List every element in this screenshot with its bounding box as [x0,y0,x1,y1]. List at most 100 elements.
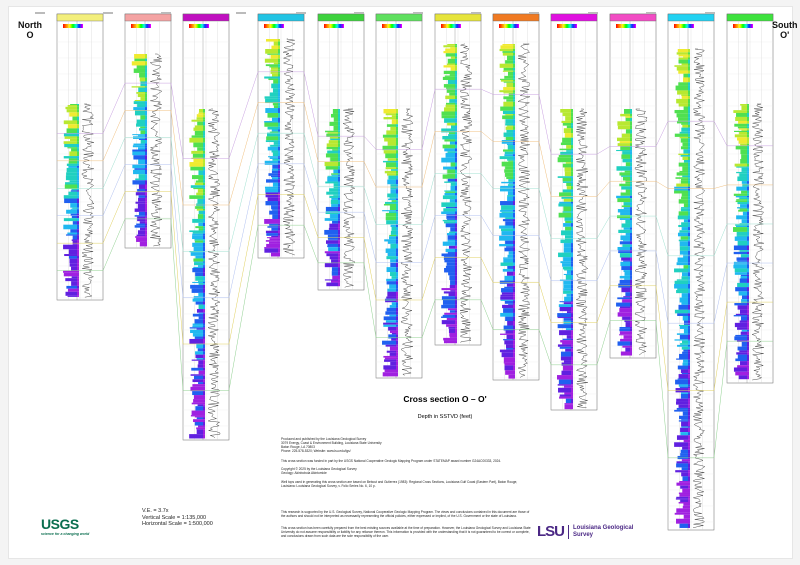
lithology-fill [734,336,747,341]
lithology-fill [271,227,278,231]
lithology-fill [504,363,513,366]
lithology-fill [385,344,396,347]
lithology-fill [503,339,513,341]
lithology-fill [385,162,396,168]
lithology-fill [330,214,338,219]
lithology-fill [447,169,455,175]
lithology-fill [442,174,455,179]
usgs-logo: USGS science for a changing world [41,516,90,536]
lithology-fill [617,143,630,146]
lithology-fill [194,422,203,426]
lithology-fill [740,104,747,106]
lithology-fill [134,208,145,212]
lithology-fill [196,427,203,430]
lithology-fill [736,257,747,261]
lithology-fill [264,76,278,79]
lithology-fill [676,407,688,410]
lithology-fill [271,206,278,210]
well-header [434,13,482,22]
lithology-fill [69,263,77,267]
lithology-fill [619,253,630,258]
lithology-fill [66,209,77,214]
lithology-fill [504,154,513,157]
lithology-fill [680,138,688,143]
lithology-fill [675,498,688,500]
lithology-fill [500,333,513,335]
lithology-fill [449,141,455,145]
lithology-fill [676,463,688,468]
lithology-fill [561,196,571,199]
lithology-fill [617,312,630,317]
lithology-fill [269,157,278,159]
lithology-fill [138,159,145,165]
lithology-fill [681,63,688,66]
lithology-fill [387,141,396,146]
lithology-fill [564,296,571,302]
lithology-fill [269,66,278,68]
lithology-fill [738,140,747,144]
lithology-fill [561,362,571,366]
gamma-color-scale [441,24,461,28]
lithology-fill [138,138,145,140]
lithology-fill [389,197,396,199]
lithology-fill [71,148,77,152]
lithology-fill [620,261,630,267]
lithology-fill [563,318,571,321]
lithology-fill [564,171,571,177]
well-id-label [161,12,171,14]
lithology-fill [682,175,688,178]
lithology-fill [324,229,338,235]
lithology-fill [681,272,688,277]
lithology-fill [71,266,77,271]
lithology-fill [192,391,203,396]
lithology-fill [190,284,203,289]
lithology-fill [64,254,77,257]
lithology-fill [190,386,203,392]
lithology-fill [504,247,513,252]
lithology-fill [563,288,571,291]
lithology-fill [674,512,688,515]
lithology-fill [265,64,278,67]
lithology-fill [501,292,513,295]
disclaimer-support: This research is supported by the U.S. G… [281,510,530,518]
lithology-fill [560,340,571,343]
well-log-3 [161,12,230,441]
lithology-fill [679,523,688,528]
lithology-fill [391,226,396,231]
lithology-fill [503,81,513,83]
lithology-fill [64,136,77,139]
source-note: Well tops used in generating this cross … [281,480,518,488]
lithology-fill [736,215,747,220]
lithology-fill [271,45,278,50]
lithology-fill [267,112,278,118]
lithology-fill [741,299,747,304]
lithology-fill [681,346,688,350]
lithology-fill [273,142,278,145]
lithology-fill [500,187,513,192]
lithology-fill [389,284,396,289]
lithology-fill [733,251,747,255]
lithology-fill [67,147,77,149]
lithology-fill [450,67,455,71]
lithology-fill [735,287,747,292]
lithology-fill [562,181,571,183]
lithology-fill [134,58,145,62]
lithology-fill [558,304,571,307]
lithology-fill [505,123,513,126]
lithology-fill [502,44,513,46]
lithology-fill [385,216,396,221]
lithology-fill [385,300,396,303]
lithology-fill [741,190,747,194]
lithology-fill [558,155,571,158]
well-id-label [413,12,423,14]
lithology-fill [273,80,278,84]
lithology-fill [508,303,513,305]
lithology-fill [508,93,513,97]
lithology-fill [559,306,571,312]
lithology-fill [448,328,455,333]
well-log-6 [354,12,423,379]
lithology-fill [445,223,455,228]
lithology-fill [195,276,203,281]
lithology-fill [503,132,513,137]
lithology-fill [557,384,571,386]
